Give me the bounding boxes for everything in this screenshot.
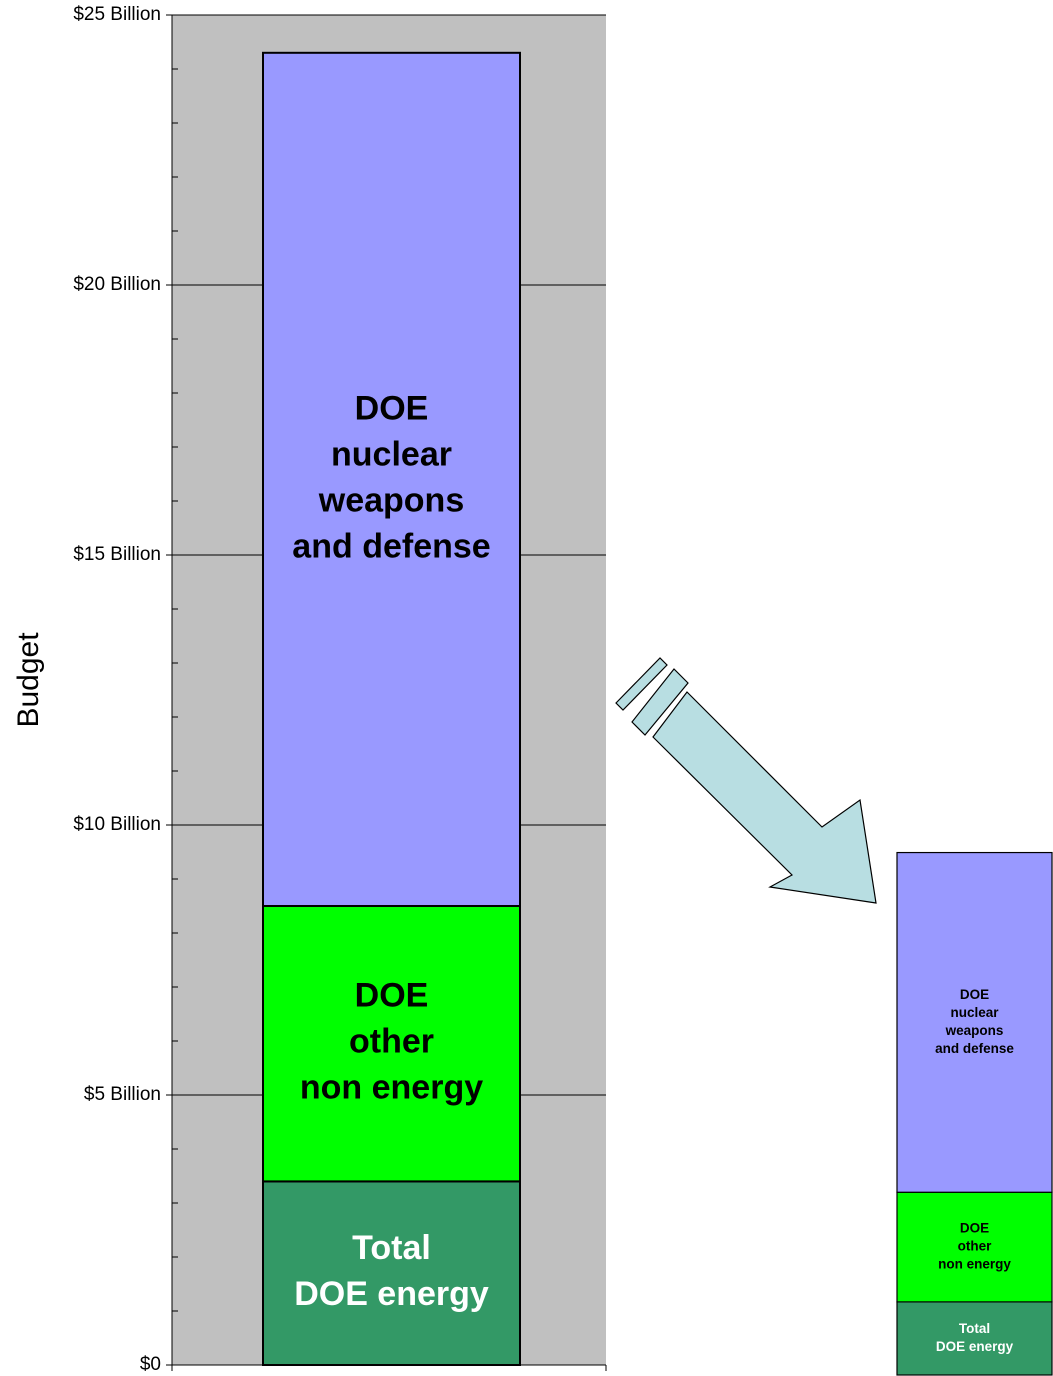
segment-label: DOE bbox=[960, 1221, 989, 1236]
segment-label: and defense bbox=[935, 1041, 1014, 1056]
segment-label: DOE bbox=[960, 987, 989, 1002]
segment-label: and defense bbox=[292, 527, 490, 565]
arrow bbox=[615, 657, 877, 904]
segment-label: weapons bbox=[945, 1023, 1004, 1038]
arrow-stripe bbox=[615, 657, 668, 711]
y-tick-label: $20 Billion bbox=[73, 274, 161, 295]
y-tick-label: $5 Billion bbox=[84, 1084, 161, 1105]
bar-segment bbox=[262, 51, 521, 908]
arrow-stripe bbox=[631, 668, 689, 736]
segment-label: nuclear bbox=[950, 1005, 999, 1020]
segment-label: Total bbox=[959, 1321, 990, 1336]
bar-segment bbox=[262, 1180, 521, 1367]
arrow-body bbox=[652, 691, 877, 904]
segment-label: DOE bbox=[355, 389, 429, 427]
segment-label: other bbox=[349, 1023, 434, 1061]
segment-label: weapons bbox=[318, 481, 464, 519]
y-axis-label: Budget bbox=[12, 632, 45, 728]
y-tick-label: $0 bbox=[140, 1354, 161, 1375]
segment-label: other bbox=[958, 1239, 992, 1254]
segment-label: DOE energy bbox=[294, 1275, 489, 1313]
bar-segment bbox=[896, 851, 1053, 1193]
segment-label: DOE energy bbox=[936, 1339, 1014, 1354]
segment-label: nuclear bbox=[331, 435, 452, 473]
y-tick-label: $15 Billion bbox=[73, 544, 161, 565]
bar-segment bbox=[896, 1191, 1053, 1303]
segment-label: Total bbox=[352, 1229, 431, 1267]
segment-label: DOE bbox=[355, 977, 429, 1015]
segment-label: non energy bbox=[300, 1069, 483, 1107]
y-tick-label: $10 Billion bbox=[73, 814, 161, 835]
bar-segment bbox=[896, 1301, 1053, 1376]
segment-label: non energy bbox=[938, 1257, 1011, 1272]
y-tick-label: $25 Billion bbox=[73, 4, 161, 25]
